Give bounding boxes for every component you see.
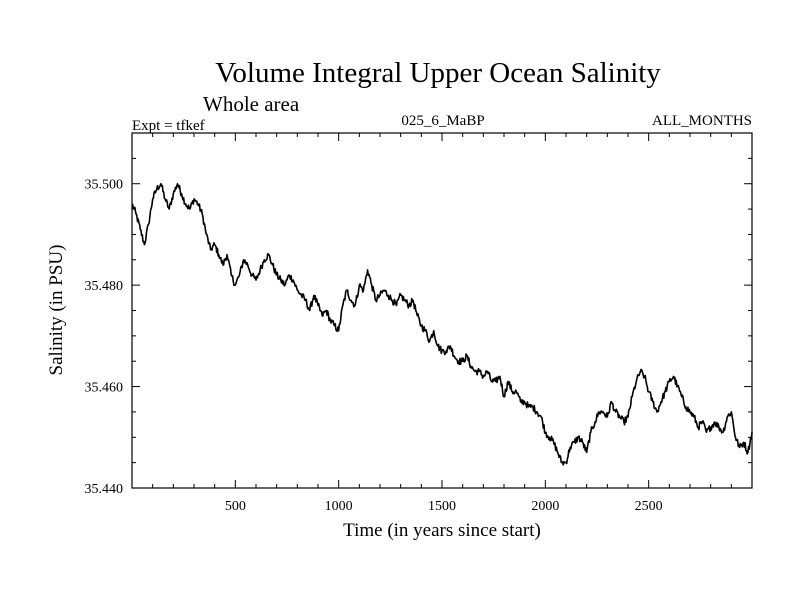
axis-ticks xyxy=(132,133,752,489)
y-tick-label: 35.440 xyxy=(85,482,124,497)
x-tick-label: 1000 xyxy=(325,499,353,514)
y-tick-label: 35.480 xyxy=(85,279,124,294)
chart-subtitle: Whole area xyxy=(203,92,300,116)
x-tick-label: 1500 xyxy=(428,499,456,514)
chart-title: Volume Integral Upper Ocean Salinity xyxy=(215,57,661,89)
y-axis-label: Salinity (in PSU) xyxy=(46,245,67,376)
run-label: 025_6_MaBP xyxy=(401,113,484,129)
x-tick-label: 2000 xyxy=(531,499,559,514)
x-tick-labels: 500 1000 1500 2000 2500 xyxy=(225,499,663,514)
y-tick-label: 35.500 xyxy=(85,178,124,193)
x-tick-label: 2500 xyxy=(635,499,663,514)
x-tick-label: 500 xyxy=(225,499,246,514)
y-tick-labels: 35.440 35.460 35.480 35.500 xyxy=(85,178,124,497)
plot-frame xyxy=(131,132,753,489)
y-tick-label: 35.460 xyxy=(85,381,124,396)
months-label: ALL_MONTHS xyxy=(652,113,752,129)
x-axis-label: Time (in years since start) xyxy=(343,520,541,541)
salinity-series-line xyxy=(131,182,753,466)
experiment-label: Expt = tfkef xyxy=(132,118,205,134)
